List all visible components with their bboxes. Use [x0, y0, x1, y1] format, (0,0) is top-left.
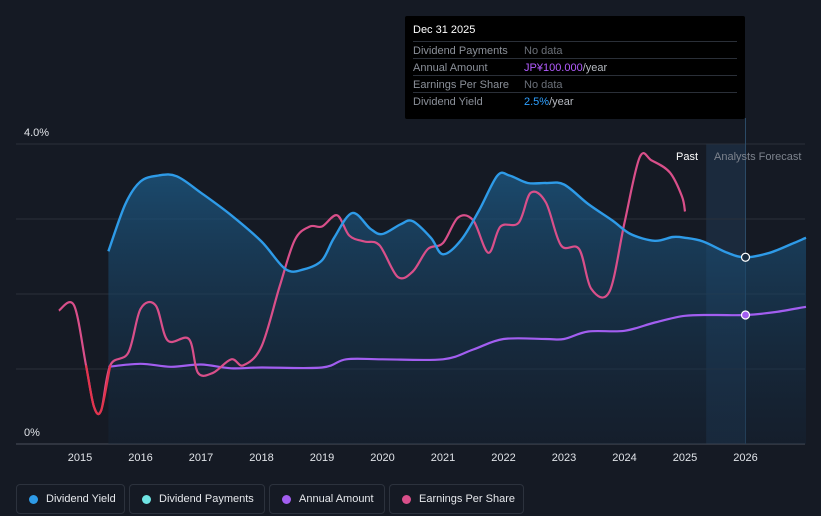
legend-dividend-payments[interactable]: Dividend Payments	[129, 484, 265, 514]
tooltip-value: JP¥100.000/year	[524, 62, 608, 74]
legend-label: Dividend Payments	[159, 493, 254, 505]
x-tick-label: 2020	[370, 452, 394, 464]
x-tick-label: 2025	[673, 452, 697, 464]
dividend-yield-marker	[740, 252, 751, 262]
forecast-label: Analysts Forecast	[714, 151, 801, 163]
dividend-yield-line	[107, 171, 807, 273]
tooltip-label: Earnings Per Share	[413, 79, 509, 91]
annual-amount-line	[108, 305, 807, 370]
x-tick-label: 2016	[128, 452, 152, 464]
legend-dot-icon	[402, 494, 411, 504]
tooltip-row-earnings-per-share: Earnings Per Share No data	[413, 75, 737, 92]
legend-dot-icon	[29, 494, 38, 504]
x-tick-label: 2023	[552, 452, 576, 464]
tooltip-row-annual-amount: Annual Amount JP¥100.000/year	[413, 58, 737, 75]
tooltip: Dec 31 2025 Dividend Payments No data An…	[405, 16, 745, 119]
annual-amount-marker	[740, 310, 751, 320]
x-tick-label: 2022	[491, 452, 515, 464]
x-tick-label: 2018	[249, 452, 273, 464]
tooltip-value: No data	[524, 79, 563, 91]
legend-label: Annual Amount	[299, 493, 374, 505]
tooltip-value: No data	[524, 45, 563, 57]
tooltip-row-dividend-yield: Dividend Yield 2.5%/year	[413, 92, 737, 109]
x-tick-label: 2021	[431, 452, 455, 464]
tooltip-row-dividend-payments: Dividend Payments No data	[413, 41, 737, 58]
x-tick-label: 2019	[310, 452, 334, 464]
legend-annual-amount[interactable]: Annual Amount	[269, 484, 385, 514]
legend-label: Earnings Per Share	[419, 493, 515, 505]
x-tick-label: 2024	[612, 452, 636, 464]
tooltip-title: Dec 31 2025	[413, 24, 476, 36]
x-tick-label: 2015	[68, 452, 92, 464]
legend-label: Dividend Yield	[46, 493, 116, 505]
tooltip-label: Dividend Yield	[413, 96, 483, 108]
legend-dividend-yield[interactable]: Dividend Yield	[16, 484, 125, 514]
earnings-per-share-low-segment	[84, 365, 112, 416]
y-bottom-label: 0%	[24, 427, 40, 439]
legend-earnings-per-share[interactable]: Earnings Per Share	[389, 484, 524, 514]
y-top-label: 4.0%	[24, 127, 49, 139]
past-label: Past	[676, 151, 698, 163]
x-tick-label: 2017	[189, 452, 213, 464]
dividend-yield-area	[108, 172, 806, 444]
x-tick-label: 2026	[733, 452, 757, 464]
tooltip-value: 2.5%/year	[524, 96, 574, 108]
tooltip-label: Dividend Payments	[413, 45, 508, 57]
tooltip-label: Annual Amount	[413, 62, 488, 74]
legend-dot-icon	[142, 494, 151, 504]
earnings-per-share-line	[58, 152, 687, 416]
legend-dot-icon	[282, 494, 291, 504]
